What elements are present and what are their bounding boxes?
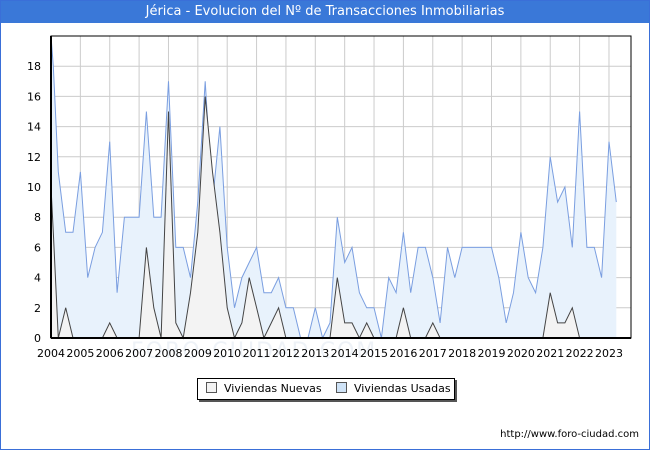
x-tick-label: 2022 (566, 347, 594, 360)
watermark: FORO-CIUDAD.COM (131, 339, 378, 364)
y-tick-label: 6 (34, 241, 41, 254)
legend-swatch-nuevas (206, 382, 217, 393)
y-tick-label: 2 (34, 302, 41, 315)
x-tick-label: 2010 (213, 347, 241, 360)
x-tick-label: 2012 (272, 347, 300, 360)
x-tick-label: 2013 (301, 347, 329, 360)
x-tick-label: 2011 (243, 347, 271, 360)
x-tick-label: 2020 (507, 347, 535, 360)
x-tick-label: 2015 (360, 347, 388, 360)
y-tick-label: 4 (34, 272, 41, 285)
x-tick-label: 2016 (389, 347, 417, 360)
x-tick-label: 2014 (331, 347, 359, 360)
x-tick-label: 2018 (448, 347, 476, 360)
y-tick-label: 8 (34, 211, 41, 224)
legend-label-usadas: Viviendas Usadas (354, 382, 451, 395)
x-tick-label: 2009 (184, 347, 212, 360)
x-tick-label: 2008 (154, 347, 182, 360)
y-tick-label: 18 (27, 60, 41, 73)
x-tick-label: 2017 (419, 347, 447, 360)
x-tick-label: 2019 (478, 347, 506, 360)
chart-title: Jérica - Evolucion del Nº de Transaccion… (1, 1, 649, 23)
legend: Viviendas Nuevas Viviendas Usadas (197, 378, 455, 400)
y-tick-label: 14 (27, 121, 41, 134)
x-tick-label: 2006 (96, 347, 124, 360)
x-tick-label: 2005 (66, 347, 94, 360)
x-tick-label: 2007 (125, 347, 153, 360)
y-tick-label: 12 (27, 151, 41, 164)
y-tick-label: 16 (27, 90, 41, 103)
footer-url: http://www.foro-ciudad.com (500, 429, 639, 440)
y-tick-label: 0 (34, 332, 41, 345)
legend-item-nuevas: Viviendas Nuevas (206, 382, 322, 396)
legend-item-usadas: Viviendas Usadas (336, 382, 451, 396)
legend-label-nuevas: Viviendas Nuevas (224, 382, 322, 395)
x-tick-label: 2023 (595, 347, 623, 360)
line-viviendas-usadas (50, 35, 617, 340)
y-tick-label: 10 (27, 181, 41, 194)
legend-swatch-usadas (336, 382, 347, 393)
x-tick-label: 2021 (536, 347, 564, 360)
x-tick-label: 2004 (37, 347, 65, 360)
